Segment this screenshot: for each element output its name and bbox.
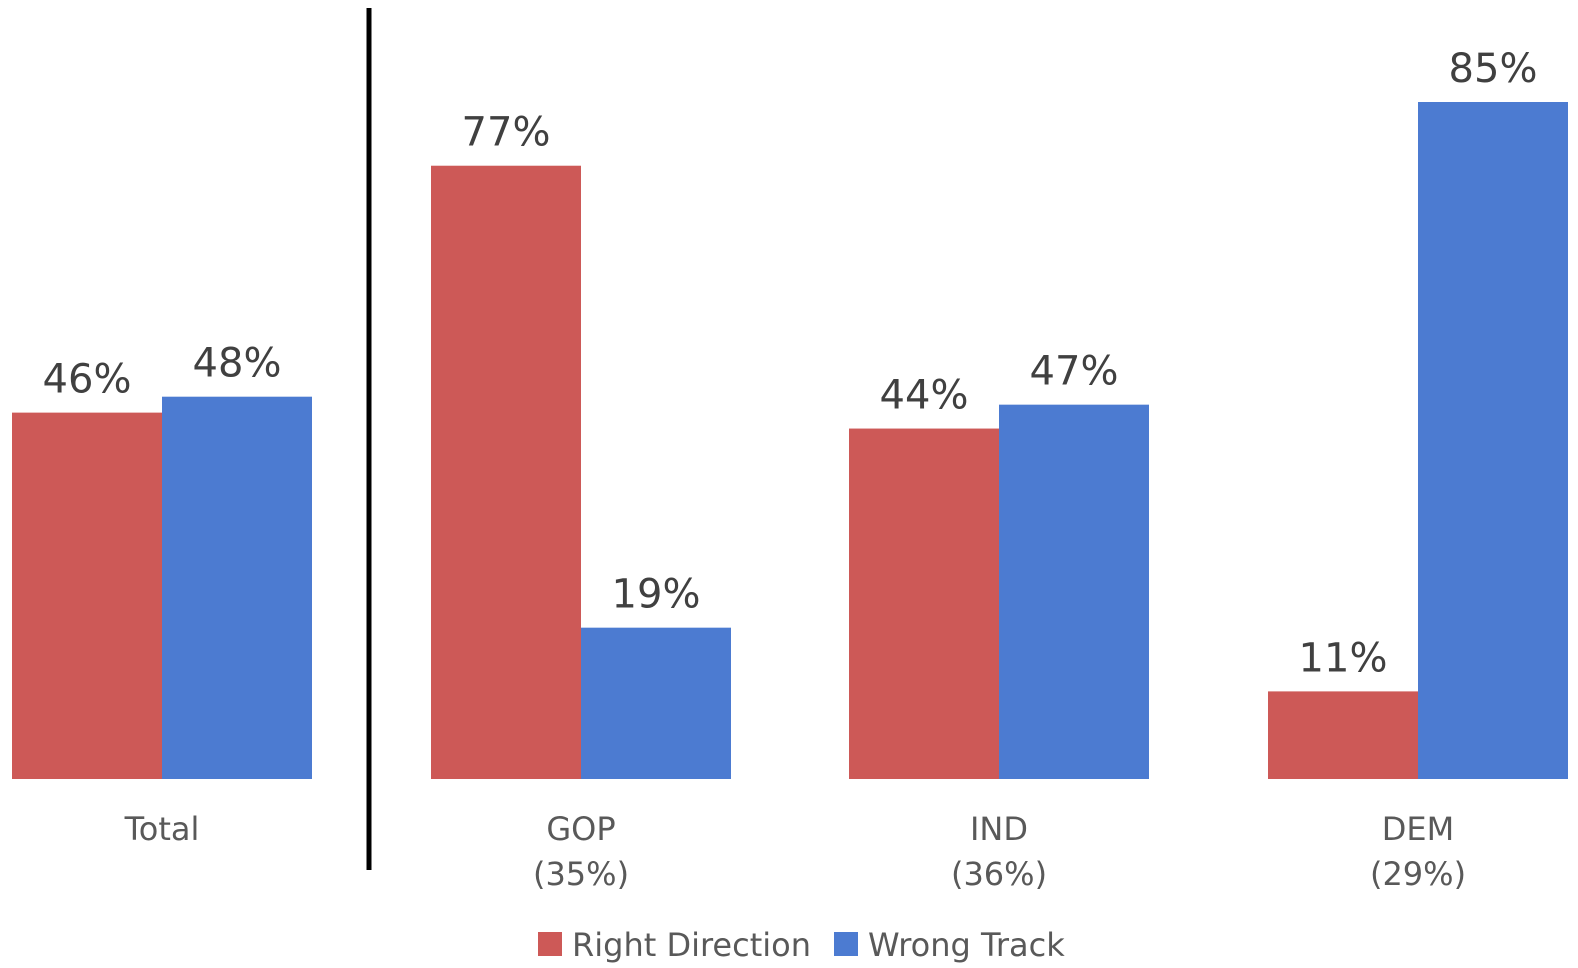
category-label-dem: DEM xyxy=(1382,810,1454,848)
data-label-gop-wrong-track: 19% xyxy=(612,572,701,618)
bar-dem-wrong-track xyxy=(1418,102,1568,779)
data-label-total-right-direction: 46% xyxy=(43,357,132,403)
bar-total-wrong-track xyxy=(162,396,312,779)
legend-label-right-direction: Right Direction xyxy=(572,926,811,964)
data-label-total-wrong-track: 48% xyxy=(193,341,282,387)
bar-ind-wrong-track xyxy=(999,404,1149,779)
legend-label-wrong-track: Wrong Track xyxy=(868,926,1065,964)
legend: Right Direction Wrong Track xyxy=(538,926,1065,964)
category-sublabel-dem: (29%) xyxy=(1370,855,1466,893)
category-label-ind: IND xyxy=(970,810,1028,848)
value-labels-layer: 46% 48% 77% 19% 44% 47% 11% 85% xyxy=(43,46,1538,681)
category-sublabel-gop: (35%) xyxy=(533,855,629,893)
legend-swatch-right-direction xyxy=(538,932,562,956)
data-label-gop-right-direction: 77% xyxy=(462,110,551,156)
category-labels-layer: Total GOP (35%) IND (36%) DEM (29%) xyxy=(124,810,1466,893)
bars-layer xyxy=(12,102,1568,779)
bar-gop-wrong-track xyxy=(581,627,731,779)
category-label-total: Total xyxy=(124,810,200,848)
data-label-dem-wrong-track: 85% xyxy=(1449,46,1538,92)
bar-total-right-direction xyxy=(12,412,162,779)
category-label-gop: GOP xyxy=(546,810,615,848)
bar-gop-right-direction xyxy=(431,165,581,779)
bar-ind-right-direction xyxy=(849,428,999,779)
legend-swatch-wrong-track xyxy=(834,932,858,956)
bar-dem-right-direction xyxy=(1268,691,1418,779)
data-label-ind-wrong-track: 47% xyxy=(1030,349,1119,395)
data-label-dem-right-direction: 11% xyxy=(1299,635,1388,681)
data-label-ind-right-direction: 44% xyxy=(880,373,969,419)
category-sublabel-ind: (36%) xyxy=(951,855,1047,893)
